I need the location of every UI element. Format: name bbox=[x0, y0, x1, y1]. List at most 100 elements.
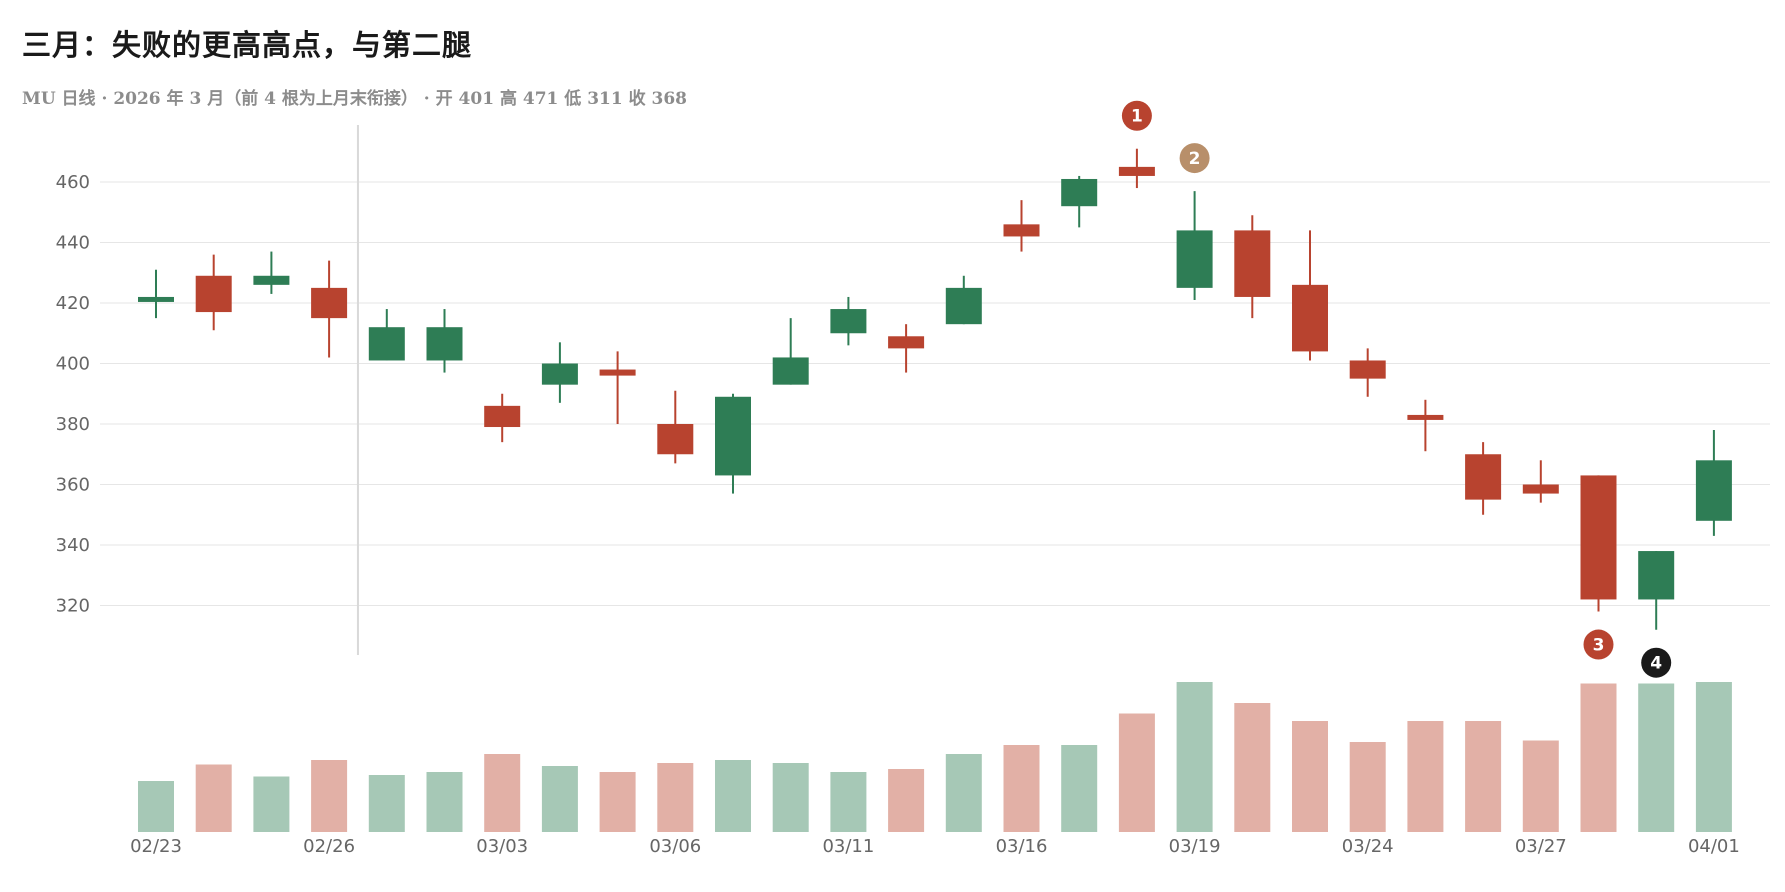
candle bbox=[1695, 430, 1732, 536]
y-axis-ticks: 320 340 360 380 400 420 440 460 bbox=[56, 172, 90, 617]
y-tick-label: 440 bbox=[56, 233, 90, 254]
candle bbox=[253, 251, 290, 294]
annotation-marker: 2 bbox=[1179, 143, 1210, 174]
candle bbox=[945, 275, 982, 325]
x-tick-label: 03/06 bbox=[649, 836, 701, 857]
candle-body bbox=[1638, 551, 1675, 600]
marker-circle bbox=[1179, 143, 1210, 174]
candle-body bbox=[1522, 484, 1559, 494]
y-tick-label: 460 bbox=[56, 172, 90, 193]
volume-layer bbox=[138, 682, 1732, 832]
annotation-marker: 3 bbox=[1583, 629, 1614, 660]
volume-bar bbox=[599, 772, 636, 832]
volume-bar bbox=[1292, 721, 1328, 832]
candle bbox=[1638, 551, 1675, 630]
volume-bar bbox=[1638, 683, 1675, 832]
page-title: 三月：失败的更高高点，与第二腿 bbox=[22, 28, 473, 62]
volume-bar bbox=[772, 763, 809, 832]
volume-bar bbox=[1349, 742, 1386, 832]
candle bbox=[1522, 460, 1559, 503]
volume-bar bbox=[1465, 721, 1502, 832]
candle bbox=[1061, 175, 1098, 228]
y-tick-label: 320 bbox=[56, 596, 90, 617]
candle-body bbox=[484, 405, 521, 428]
volume-bar bbox=[311, 760, 348, 832]
volume-bar bbox=[1580, 683, 1617, 832]
volume-bar bbox=[1234, 703, 1271, 832]
x-tick-label: 02/23 bbox=[130, 836, 182, 857]
volume-bar bbox=[945, 754, 982, 832]
grid-layer bbox=[100, 181, 1770, 606]
candle-body bbox=[772, 357, 809, 385]
volume-bar bbox=[1061, 745, 1098, 832]
x-tick-label: 03/24 bbox=[1342, 836, 1394, 857]
marker-circle bbox=[1121, 100, 1152, 131]
candle-body bbox=[1465, 454, 1502, 500]
candle bbox=[541, 342, 578, 403]
volume-bar bbox=[888, 769, 925, 832]
candle-body bbox=[1695, 460, 1732, 521]
candle-body bbox=[138, 296, 174, 302]
candle bbox=[1465, 442, 1502, 515]
marker-label: 4 bbox=[1650, 654, 1662, 674]
volume-bar bbox=[138, 781, 174, 832]
volume-bar bbox=[1118, 713, 1155, 832]
candle-layer bbox=[138, 148, 1732, 630]
x-tick-label: 02/26 bbox=[303, 836, 355, 857]
volume-bar bbox=[1407, 721, 1444, 832]
candle bbox=[1407, 399, 1444, 452]
x-tick-label: 03/03 bbox=[476, 836, 528, 857]
candle-body bbox=[1349, 360, 1386, 379]
x-tick-label: 03/27 bbox=[1515, 836, 1567, 857]
candle bbox=[715, 393, 751, 494]
candle-body bbox=[311, 287, 348, 319]
volume-bar bbox=[484, 754, 521, 832]
candle-body bbox=[541, 363, 578, 385]
candle bbox=[426, 309, 463, 373]
candle-body bbox=[888, 336, 925, 349]
volume-bar bbox=[1176, 682, 1213, 832]
annotation-marker: 4 bbox=[1641, 647, 1672, 678]
candle-body bbox=[1176, 230, 1213, 288]
marker-circle bbox=[1641, 647, 1672, 678]
candle-body bbox=[1118, 166, 1155, 176]
candle bbox=[1292, 230, 1328, 361]
candle-body bbox=[1407, 414, 1444, 420]
volume-bar bbox=[541, 766, 578, 832]
candle bbox=[830, 296, 867, 346]
candle-body bbox=[426, 327, 463, 361]
candle bbox=[1176, 191, 1213, 300]
candle-body bbox=[715, 396, 751, 476]
marker-label: 2 bbox=[1189, 149, 1201, 169]
y-tick-label: 380 bbox=[56, 414, 90, 435]
candle bbox=[484, 393, 521, 443]
candle-body bbox=[1292, 284, 1328, 352]
candle bbox=[1234, 215, 1271, 319]
volume-bar bbox=[426, 772, 463, 832]
candle-body bbox=[1003, 224, 1040, 237]
candle bbox=[888, 324, 925, 373]
volume-bar bbox=[830, 772, 867, 832]
candle-body bbox=[195, 275, 232, 313]
volume-bar bbox=[1003, 745, 1040, 832]
candle-body bbox=[368, 327, 405, 361]
candle-body bbox=[1580, 475, 1617, 600]
volume-bar bbox=[657, 763, 694, 832]
x-axis-ticks: 02/23 02/26 03/03 03/06 03/11 03/16 03/19 03/24… bbox=[130, 836, 1740, 857]
candle-body bbox=[599, 369, 636, 376]
marker-layer: 1 2 3 4 bbox=[1121, 100, 1672, 678]
candle bbox=[1580, 475, 1617, 612]
x-tick-label: 03/11 bbox=[822, 836, 874, 857]
candle-body bbox=[657, 424, 694, 455]
x-tick-label: 03/19 bbox=[1169, 836, 1221, 857]
y-tick-label: 420 bbox=[56, 293, 90, 314]
candle bbox=[1118, 148, 1155, 189]
candle bbox=[138, 269, 174, 319]
x-tick-label: 03/16 bbox=[996, 836, 1048, 857]
volume-bar bbox=[1695, 682, 1732, 832]
y-tick-label: 400 bbox=[56, 354, 90, 375]
marker-label: 3 bbox=[1593, 636, 1605, 656]
candle bbox=[368, 309, 405, 361]
candle bbox=[599, 351, 636, 424]
x-tick-label: 04/01 bbox=[1688, 836, 1740, 857]
